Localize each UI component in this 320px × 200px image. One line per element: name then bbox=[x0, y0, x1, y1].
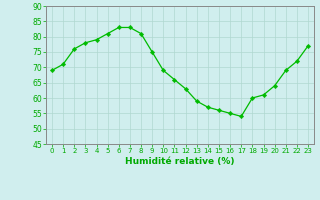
X-axis label: Humidité relative (%): Humidité relative (%) bbox=[125, 157, 235, 166]
